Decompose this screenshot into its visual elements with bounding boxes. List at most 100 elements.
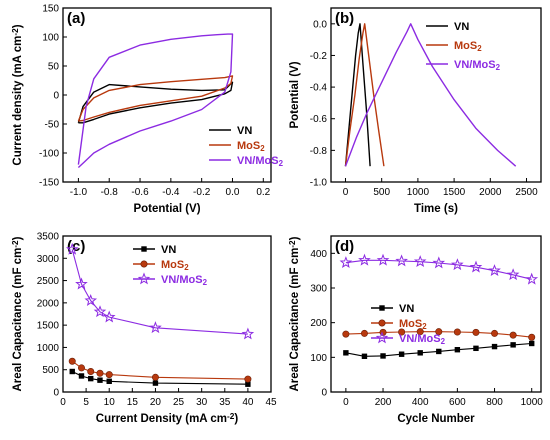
y-axis-title-b: Potential (V) — [289, 61, 301, 128]
y-tick-label-c: 3000 — [37, 254, 60, 265]
y-tick-label-b: -0.4 — [310, 83, 328, 94]
x-tick-label-c: 30 — [196, 397, 208, 408]
data-point-mos2-d — [473, 329, 479, 335]
x-tick-label-b: 2500 — [515, 187, 538, 198]
legend-marker-vn-d — [379, 305, 384, 310]
y-tick-label-a: 100 — [42, 33, 59, 44]
y-tick-label-b: -0.2 — [310, 51, 328, 62]
x-tick-label-d: 800 — [486, 397, 503, 408]
x-tick-label-b: 1000 — [407, 187, 430, 198]
data-point-vn-d — [362, 354, 367, 359]
x-axis-title-b: Time (s) — [414, 203, 458, 215]
x-tick-label-c: 35 — [219, 397, 231, 408]
legend-label-mos2-c: MoS2 — [161, 259, 189, 272]
data-point-vn-d — [473, 346, 478, 351]
y-axis-title-a: Current density (mA cm-2) — [11, 24, 24, 165]
x-tick-label-c: 20 — [150, 397, 162, 408]
y-tick-label-a: 50 — [48, 62, 60, 73]
legend-label-vn-mos2-a: VN/MoS2 — [237, 155, 284, 168]
legend-label-vn-mos2-b: VN/MoS2 — [454, 59, 501, 72]
y-tick-label-a: -50 — [45, 120, 60, 131]
x-tick-label-b: 1500 — [443, 187, 466, 198]
data-point-mos2-c — [88, 368, 94, 374]
data-point-mos2-c — [245, 376, 251, 382]
panel-label-b: (b) — [335, 10, 354, 27]
x-tick-label-d: 600 — [449, 397, 466, 408]
data-point-vn-d — [343, 350, 348, 355]
data-point-vn-c — [107, 379, 112, 384]
x-tick-label-c: 0 — [60, 397, 66, 408]
y-tick-label-c: 2000 — [37, 298, 60, 309]
data-point-vn-d — [436, 349, 441, 354]
x-tick-label-c: 40 — [242, 397, 254, 408]
series-line-vn-mos2-a — [78, 34, 232, 167]
legend-label-mos2-d: MoS2 — [399, 318, 427, 331]
x-tick-label-c: 45 — [265, 397, 277, 408]
y-tick-label-b: 0.0 — [313, 19, 327, 30]
legend-label-vn-b: VN — [454, 21, 469, 33]
series-line-mos2-a — [78, 76, 232, 121]
legend-label-vn-mos2-c: VN/MoS2 — [161, 274, 208, 287]
y-tick-label-c: 0 — [53, 388, 59, 399]
x-tick-label-d: 400 — [412, 397, 429, 408]
x-tick-label-b: 500 — [373, 187, 390, 198]
y-tick-label-c: 1000 — [37, 343, 60, 354]
data-point-mos2-d — [361, 330, 367, 336]
data-point-vn-d — [492, 344, 497, 349]
x-tick-label-a: -0.2 — [193, 187, 211, 198]
data-point-mos2-c — [106, 371, 112, 377]
panel-b: 0 500 1000 1500 2000 2500 0.0 -0.2 -0.4 -0.6 -0.8 -… — [289, 8, 541, 215]
legend-label-vn-d: VN — [399, 303, 414, 315]
data-point-vn-d — [418, 350, 423, 355]
x-tick-label-b: 2000 — [479, 187, 502, 198]
x-tick-label-d: 0 — [343, 397, 349, 408]
data-point-mos2-d — [529, 334, 535, 340]
x-tick-label-a: 0.2 — [256, 187, 270, 198]
y-tick-label-a: -100 — [39, 149, 59, 160]
y-tick-label-c: 3500 — [37, 232, 60, 243]
y-tick-label-a: 0 — [53, 91, 59, 102]
data-point-mos2-d — [343, 331, 349, 337]
y-tick-label-d: 100 — [310, 353, 327, 364]
data-point-mos2-d — [510, 332, 516, 338]
x-tick-label-c: 10 — [104, 397, 116, 408]
data-point-vn-d — [380, 353, 385, 358]
data-point-vn-c — [97, 377, 102, 382]
x-tick-label-c: 5 — [83, 397, 89, 408]
y-tick-label-c: 500 — [42, 365, 59, 376]
legend-marker-mos2-d — [379, 320, 385, 326]
data-point-vn-d — [529, 341, 534, 346]
y-tick-label-a: -150 — [39, 178, 59, 189]
data-point-vn-d — [455, 347, 460, 352]
x-tick-label-b: 0 — [343, 187, 349, 198]
legend-label-vn-a: VN — [237, 125, 252, 137]
data-point-vn-c — [88, 376, 93, 381]
legend-marker-vn-c — [141, 246, 146, 251]
panel-label-a: (a) — [67, 10, 85, 27]
series-line-vn-b — [346, 24, 371, 166]
x-tick-label-a: -0.8 — [101, 187, 119, 198]
x-tick-label-a: -0.6 — [131, 187, 149, 198]
legend-label-vn-c: VN — [161, 244, 176, 256]
data-point-mos2-c — [97, 370, 103, 376]
x-axis-title-a: Potential (V) — [133, 203, 200, 215]
legend-label-mos2-b: MoS2 — [454, 40, 482, 53]
y-tick-label-a: 150 — [42, 4, 59, 15]
y-tick-label-d: 300 — [310, 284, 327, 295]
x-tick-label-d: 1000 — [521, 397, 544, 408]
y-tick-label-b: -1.0 — [310, 178, 328, 189]
y-axis-title-d: Areal Capacitance (mF cm-2) — [288, 236, 301, 391]
x-axis-title-d: Cycle Number — [397, 413, 475, 425]
data-point-vn-d — [399, 352, 404, 357]
y-tick-label-b: -0.8 — [310, 146, 328, 157]
data-point-mos2-c — [69, 358, 75, 364]
legend-label-vn-mos2-d: VN/MoS2 — [399, 333, 446, 346]
x-tick-label-d: 200 — [375, 397, 392, 408]
panel-label-d: (d) — [335, 238, 354, 255]
y-tick-label-d: 0 — [321, 388, 327, 399]
x-axis-title-c: Current Density (mA cm-2) — [96, 412, 239, 425]
plot-frame-d — [331, 236, 541, 392]
data-point-vn-c — [79, 373, 84, 378]
y-tick-label-d: 200 — [310, 318, 327, 329]
